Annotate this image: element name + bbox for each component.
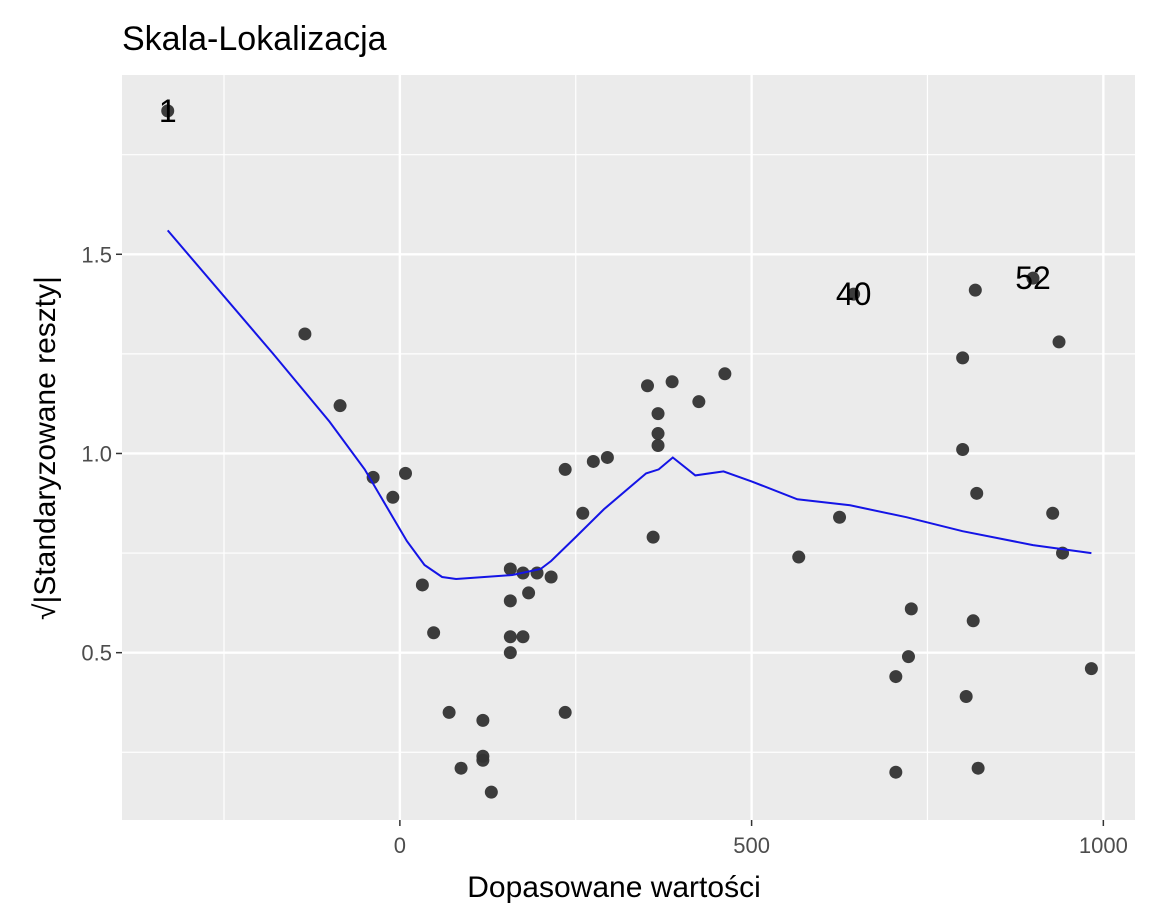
data-point — [366, 470, 380, 484]
data-point — [971, 761, 985, 775]
data-point — [454, 761, 468, 775]
data-point — [1084, 662, 1098, 676]
data-point — [651, 427, 665, 441]
y-axis-title: √|Standaryzowane reszty| — [29, 276, 62, 620]
plot-panel — [122, 75, 1135, 820]
point-label: 52 — [1015, 260, 1051, 296]
data-point — [651, 407, 665, 421]
data-point — [640, 379, 654, 393]
x-tick-label: 1000 — [1079, 833, 1128, 858]
data-point — [503, 594, 517, 608]
x-axis-ticks: 0 500 1000 — [394, 820, 1128, 858]
data-point — [889, 765, 903, 779]
data-point — [692, 395, 706, 409]
point-labels: 1 40 52 — [159, 93, 1051, 312]
chart-title: Skala-Lokalizacja — [122, 20, 387, 58]
data-point — [792, 550, 806, 564]
data-point — [427, 626, 441, 640]
data-point — [833, 510, 847, 524]
data-point — [503, 630, 517, 644]
smooth-line — [166, 229, 1092, 581]
data-point — [576, 506, 590, 520]
data-point — [970, 486, 984, 500]
data-point — [544, 570, 558, 584]
data-point — [956, 351, 970, 365]
data-point — [333, 399, 347, 413]
data-point — [522, 586, 536, 600]
data-point — [1026, 271, 1040, 285]
x-axis-title: Dopasowane wartości — [467, 871, 760, 904]
data-point — [442, 705, 456, 719]
point-label: 40 — [836, 276, 872, 312]
data-point — [646, 530, 660, 544]
data-point — [966, 614, 980, 628]
data-point — [386, 490, 400, 504]
data-point — [956, 442, 970, 456]
data-point — [718, 367, 732, 381]
y-tick-label: 1.0 — [81, 441, 112, 466]
data-point — [1046, 506, 1060, 520]
data-point — [558, 462, 572, 476]
data-point — [901, 650, 915, 664]
data-points — [161, 104, 1098, 799]
point-label: 1 — [159, 93, 177, 129]
data-point — [398, 466, 412, 480]
data-point — [968, 283, 982, 297]
data-point — [600, 450, 614, 464]
data-point — [847, 287, 861, 301]
data-point — [889, 670, 903, 684]
y-axis-ticks: 0.5 1.0 1.5 — [81, 242, 122, 666]
data-point — [503, 562, 517, 576]
data-point — [651, 439, 665, 453]
data-point — [904, 602, 918, 616]
data-point — [476, 713, 490, 727]
data-point — [161, 104, 175, 118]
x-tick-label: 500 — [733, 833, 770, 858]
y-tick-label: 0.5 — [81, 641, 112, 666]
data-point — [516, 630, 530, 644]
data-point — [298, 327, 312, 341]
data-point — [959, 689, 973, 703]
data-point — [586, 454, 600, 468]
data-point — [1052, 335, 1066, 349]
data-point — [484, 785, 498, 799]
x-tick-label: 0 — [394, 833, 406, 858]
data-point — [665, 375, 679, 389]
data-point — [558, 705, 572, 719]
y-tick-label: 1.5 — [81, 242, 112, 267]
minor-gridlines — [122, 75, 1135, 820]
data-point — [503, 646, 517, 660]
data-point — [415, 578, 429, 592]
data-point — [476, 753, 490, 767]
